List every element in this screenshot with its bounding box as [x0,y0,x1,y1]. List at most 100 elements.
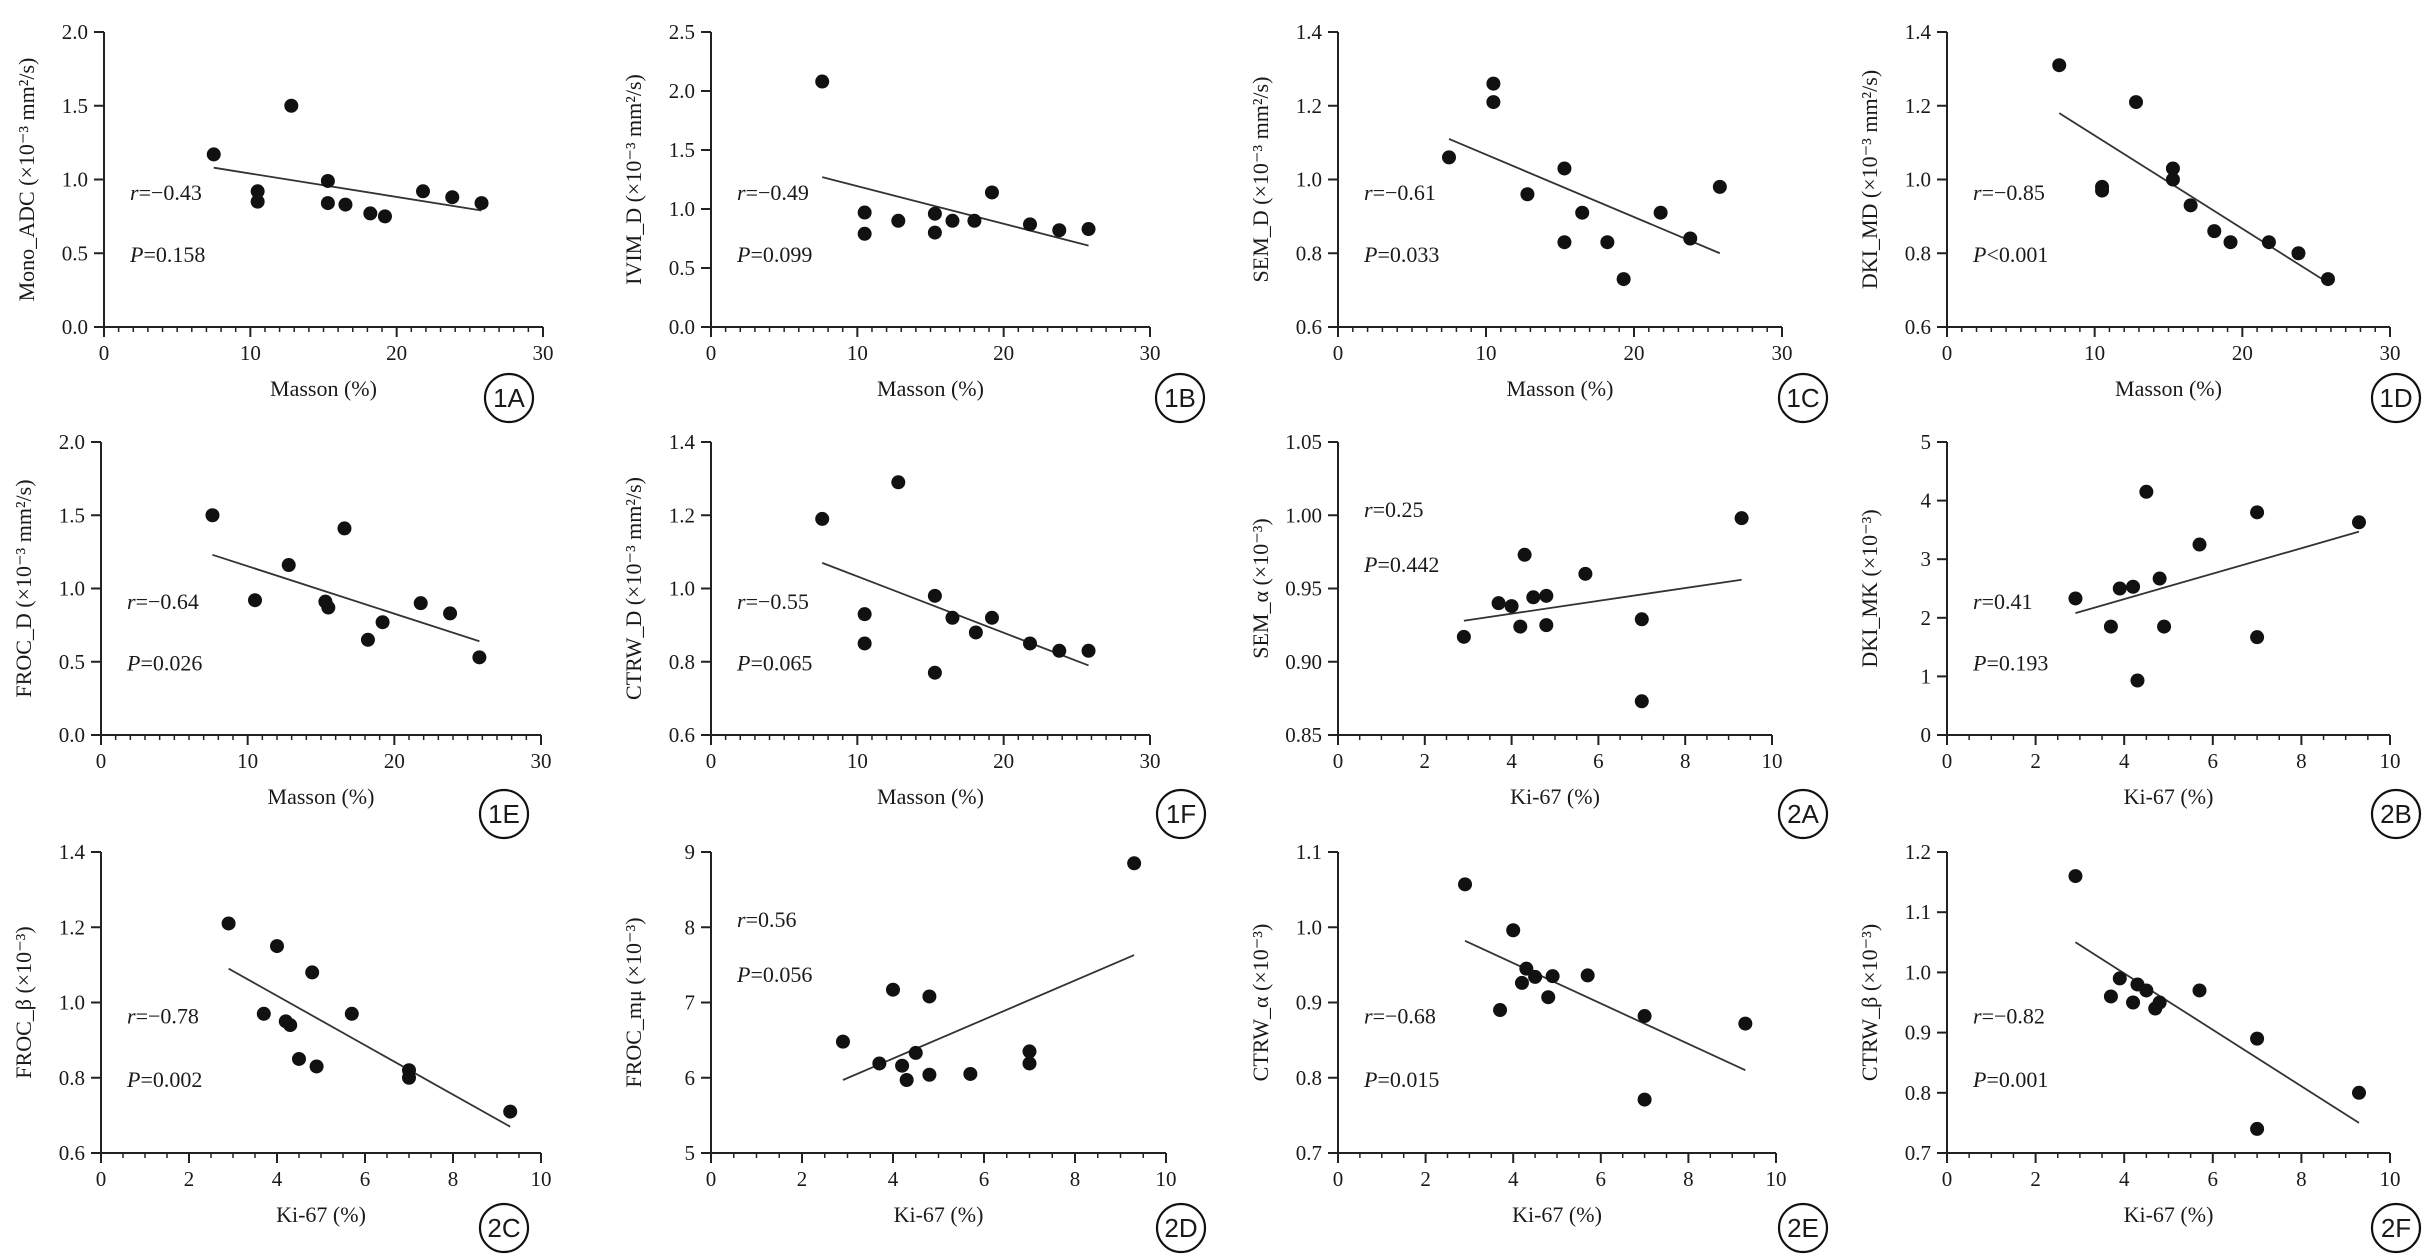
y-axis-title: CTRW_D (×10⁻³ mm²/s) [621,477,646,700]
data-point [1734,511,1749,526]
x-tick-label: 0 [706,341,717,365]
data-point [2068,869,2083,884]
y-tick-label: 1.0 [62,168,88,192]
data-point [337,521,352,536]
correlation-r: r=−0.43 [130,180,202,205]
data-point [963,1066,978,1081]
data-point [377,209,392,224]
panel-1e: 0 10 20 30 0.0 0.5 1.0 1.5 2.0 Masson (%) FROC_D (… [11,430,552,840]
data-point [1506,923,1521,938]
y-tick-label: 1.0 [59,577,85,601]
data-point [2112,581,2127,596]
badge-circle [483,372,535,424]
panel-1d: 0 10 20 30 0.6 0.8 1.0 1.2 1.4 Masson (%) DKI_MD (… [1857,20,2422,424]
data-point [1023,636,1038,651]
data-point [2320,272,2335,287]
y-tick-label: 0.6 [1296,315,1322,339]
y-tick-label: 1.2 [669,503,695,527]
data-point [1578,566,1593,581]
x-tick-label: 10 [237,749,258,773]
data-point [256,1006,271,1021]
y-tick-label: 0.8 [1296,241,1322,265]
x-tick-label: 20 [993,749,1014,773]
data-point [927,588,942,603]
x-axis-title: Ki-67 (%) [1510,784,1600,809]
x-tick-label: 10 [847,749,868,773]
x-tick-label: 30 [2380,341,2401,365]
y-tick-label: 1.0 [59,991,85,1015]
p-value: P=0.193 [1972,651,2048,676]
y-tick-label: 9 [685,840,696,864]
correlation-r: r=−0.64 [127,589,199,614]
data-point [922,989,937,1004]
x-tick-label: 2 [2030,1167,2041,1191]
data-point [2165,161,2180,176]
panel-label: 1E [488,799,520,829]
x-tick-label: 4 [2119,749,2130,773]
data-point [1600,235,1615,250]
x-tick-label: 6 [979,1167,990,1191]
y-tick-label: 1.1 [1296,840,1322,864]
y-tick-label: 0.8 [59,1066,85,1090]
y-tick-label: 1.0 [1905,960,1931,984]
correlation-r: r=0.25 [1364,497,1423,522]
data-point [2103,989,2118,1004]
panel-1f: 0 10 20 30 0.6 0.8 1.0 1.2 1.4 Masson (%) CTRW_D (… [621,430,1207,840]
data-point [857,636,872,651]
y-axis-title: Mono_ADC (×10⁻³ mm²/s) [14,58,39,302]
data-point [363,206,378,221]
data-point [835,1034,850,1049]
regression-line [821,176,1089,247]
data-point [1580,968,1595,983]
x-tick-label: 0 [96,749,107,773]
y-axis-title: CTRW_β (×10⁻³) [1857,924,1882,1081]
panel-label: 2B [2380,799,2412,829]
data-point [2112,971,2127,986]
data-point [1539,618,1554,633]
x-tick-label: 4 [272,1167,283,1191]
panel-label-badge: 1A [483,372,535,424]
badge-circle [2370,1202,2422,1254]
data-point [338,197,353,212]
x-tick-label: 30 [1140,341,1161,365]
x-axis-title: Ki-67 (%) [2124,784,2214,809]
data-point [857,226,872,241]
x-axis-title: Ki-67 (%) [1512,1202,1602,1227]
x-tick-label: 6 [360,1167,371,1191]
correlation-r: r=−0.68 [1364,1004,1436,1029]
data-point [945,213,960,228]
data-point [321,600,336,615]
x-tick-label: 6 [1596,1167,1607,1191]
data-point [2250,630,2265,645]
data-point [872,1056,887,1071]
panel-label-badge: 1F [1155,788,1207,840]
y-tick-label: 1.4 [1296,20,1323,44]
x-tick-label: 8 [448,1167,459,1191]
y-tick-label: 0.6 [669,723,695,747]
data-point [2129,95,2144,110]
x-tick-label: 10 [2380,1167,2401,1191]
data-point [2157,619,2172,634]
panel-label: 1C [1786,383,1819,413]
y-tick-label: 1 [1921,664,1932,688]
data-point [1052,643,1067,658]
panel-label: 1D [2379,383,2412,413]
y-tick-label: 1.0 [669,197,695,221]
x-tick-label: 0 [706,749,717,773]
y-axis-title: CTRW_α (×10⁻³) [1248,924,1273,1082]
y-tick-label: 0.5 [669,256,695,280]
panel-label: 1F [1166,799,1196,829]
data-point [2139,484,2154,499]
data-point [402,1070,416,1085]
p-value: P=0.001 [1972,1067,2048,1092]
data-point [283,1018,298,1033]
y-tick-label: 1.2 [1905,94,1931,118]
data-point [2207,224,2222,239]
data-point [2165,172,2180,187]
data-point [1545,969,1560,984]
x-tick-label: 30 [533,341,554,365]
x-tick-label: 6 [2208,1167,2219,1191]
data-point [2223,235,2238,250]
x-axis-title: Masson (%) [877,376,984,401]
data-point [320,196,335,211]
